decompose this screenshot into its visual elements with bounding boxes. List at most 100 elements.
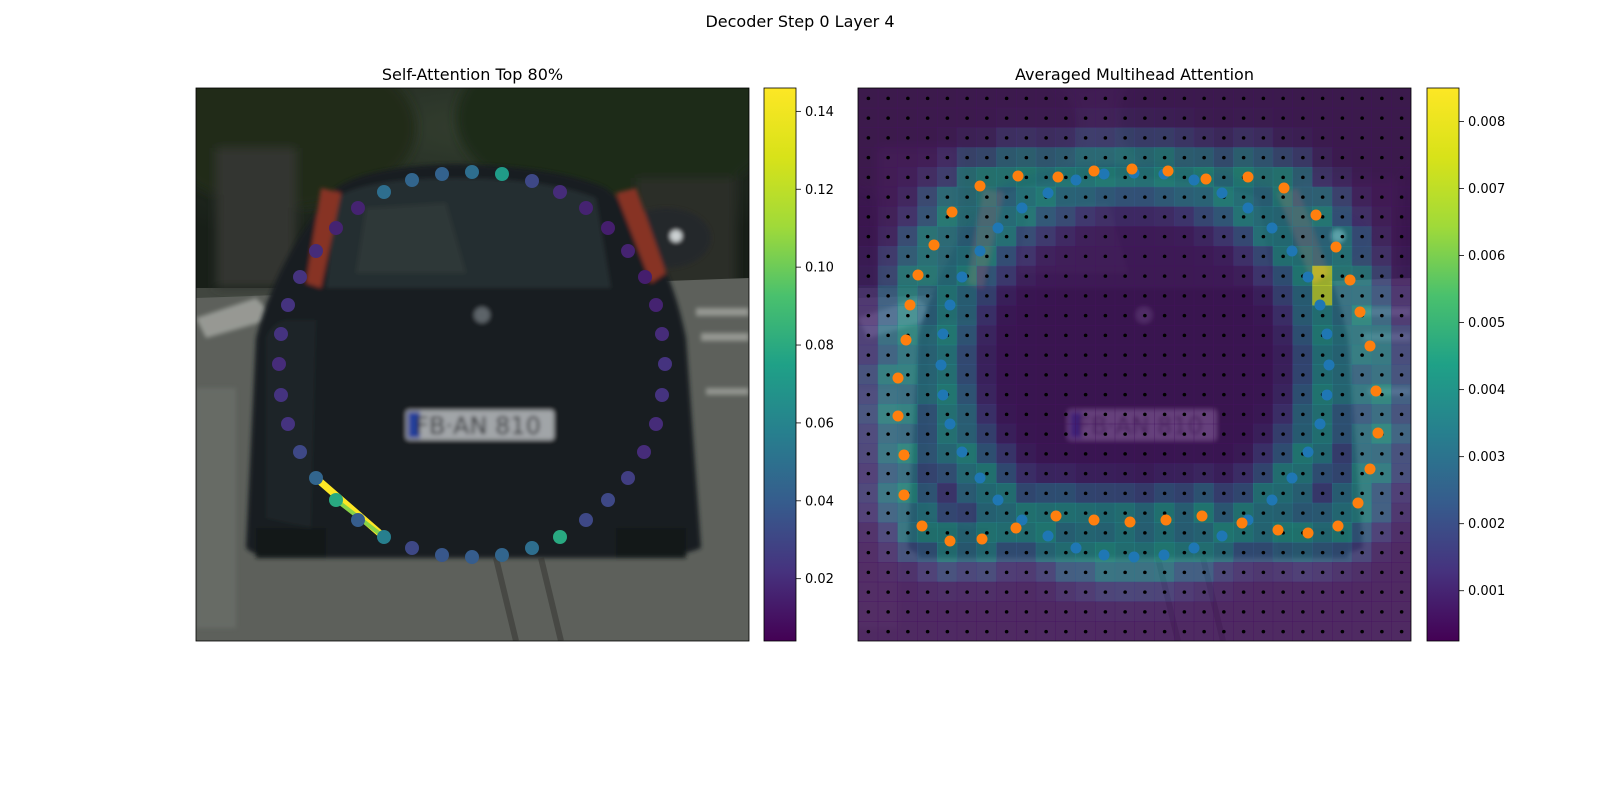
blue-series-point: [992, 494, 1004, 506]
orange-series-point: [1352, 497, 1364, 509]
blue-series-point: [1321, 389, 1333, 401]
orange-series-point: [1200, 173, 1212, 185]
blue-series-point: [1158, 549, 1170, 561]
self-attention-point: [274, 388, 288, 402]
blue-series-point: [1016, 514, 1028, 526]
blue-series-point: [956, 446, 968, 458]
orange-series-point: [916, 520, 928, 532]
colorbar-tick-label: 0.003: [1468, 450, 1505, 465]
self-attention-point: [465, 550, 479, 564]
blue-series-point: [1188, 174, 1200, 186]
orange-series-point: [1124, 516, 1136, 528]
colorbar-tick-label: 0.04: [805, 494, 834, 509]
blue-series-point: [1323, 359, 1335, 371]
orange-series-point: [1088, 165, 1100, 177]
orange-series-point: [1088, 514, 1100, 526]
blue-series-point: [1266, 222, 1278, 234]
blue-series-point: [1128, 551, 1140, 563]
blue-series-point: [1070, 542, 1082, 554]
blue-series-point: [937, 389, 949, 401]
orange-series-point: [1052, 171, 1064, 183]
self-attention-point: [435, 167, 449, 181]
self-attention-point: [405, 173, 419, 187]
orange-series-point: [904, 299, 916, 311]
orange-series-point: [944, 535, 956, 547]
blue-series-point: [944, 299, 956, 311]
orange-series-point: [1344, 274, 1356, 286]
blue-series-point: [944, 418, 956, 430]
colorbar-tick-label: 0.002: [1468, 517, 1505, 532]
right-colorbar: 0.001 0.002 0.003 0.004 0.005 0.006 0.007 0.008: [1426, 87, 1505, 642]
orange-series-point: [928, 239, 940, 251]
orange-series-point: [1162, 165, 1174, 177]
colorbar-tick-label: 0.004: [1468, 383, 1505, 398]
self-attention-points: [272, 165, 672, 564]
blue-series-point: [1302, 446, 1314, 458]
self-attention-point: [658, 357, 672, 371]
blue-series-point: [1286, 245, 1298, 257]
self-attention-point: [274, 327, 288, 341]
self-attention-point: [553, 185, 567, 199]
orange-series-point: [1242, 171, 1254, 183]
self-attention-point: [351, 513, 365, 527]
colorbar-tick-label: 0.008: [1468, 115, 1505, 130]
self-attention-point: [281, 298, 295, 312]
blue-series-point: [974, 245, 986, 257]
self-attention-point: [329, 221, 343, 235]
blue-series-point: [937, 328, 949, 340]
self-attention-point: [329, 493, 343, 507]
reference-grid-dots: [866, 96, 1404, 634]
orange-series-point: [1354, 306, 1366, 318]
self-attention-point: [405, 541, 419, 555]
orange-series-point: [1372, 427, 1384, 439]
blue-series-point: [956, 271, 968, 283]
blue-series-point: [1286, 472, 1298, 484]
colorbar-tick-label: 0.006: [1468, 249, 1505, 264]
orange-series-point: [1302, 527, 1314, 539]
orange-series-point: [974, 180, 986, 192]
orange-series-point: [1160, 514, 1172, 526]
left-panel-title: Self-Attention Top 80%: [381, 65, 564, 84]
orange-series-point: [976, 533, 988, 545]
colorbar-tick-label: 0.001: [1468, 584, 1505, 599]
self-attention-point: [351, 201, 365, 215]
self-attention-point: [293, 445, 307, 459]
self-attention-point: [621, 244, 635, 258]
figure-title: Decoder Step 0 Layer 4: [705, 12, 895, 31]
colorbar-tick-label: 0.08: [805, 339, 834, 354]
self-attention-point: [655, 327, 669, 341]
right-panel-title: Averaged Multihead Attention: [1015, 65, 1254, 84]
left-axes-frame: [195, 87, 750, 642]
orange-series-point: [1332, 520, 1344, 532]
left-photo-background: [196, 88, 749, 641]
self-attention-point: [281, 417, 295, 431]
orange-series-point: [1364, 340, 1376, 352]
blue-series-point: [992, 222, 1004, 234]
colorbar-tick-label: 0.12: [805, 183, 834, 198]
orange-series-point: [898, 489, 910, 501]
orange-series-point: [892, 372, 904, 384]
self-attention-point: [495, 548, 509, 562]
colorbar-tick-label: 0.06: [805, 416, 834, 431]
colorbar-tick-label: 0.02: [805, 572, 834, 587]
left-colorbar: 0.02 0.04 0.06 0.08 0.10 0.12 0.14: [763, 87, 834, 642]
self-attention-point: [435, 548, 449, 562]
orange-series-point: [1370, 385, 1382, 397]
right-axes-frame: [857, 87, 1412, 642]
self-attention-point: [621, 471, 635, 485]
orange-series-point: [892, 410, 904, 422]
self-attention-point: [465, 165, 479, 179]
self-attention-point: [377, 530, 391, 544]
colorbar-tick-label: 0.007: [1468, 182, 1505, 197]
blue-series-point: [935, 359, 947, 371]
blue-series-point: [1242, 202, 1254, 214]
self-attention-point: [553, 530, 567, 544]
self-attention-point: [495, 167, 509, 181]
orange-series-point: [1364, 463, 1376, 475]
orange-series-point: [1050, 510, 1062, 522]
self-attention-point: [601, 493, 615, 507]
orange-series-point: [1272, 524, 1284, 536]
self-attention-point: [655, 388, 669, 402]
orange-series-point: [1278, 182, 1290, 194]
orange-series-point: [1196, 510, 1208, 522]
